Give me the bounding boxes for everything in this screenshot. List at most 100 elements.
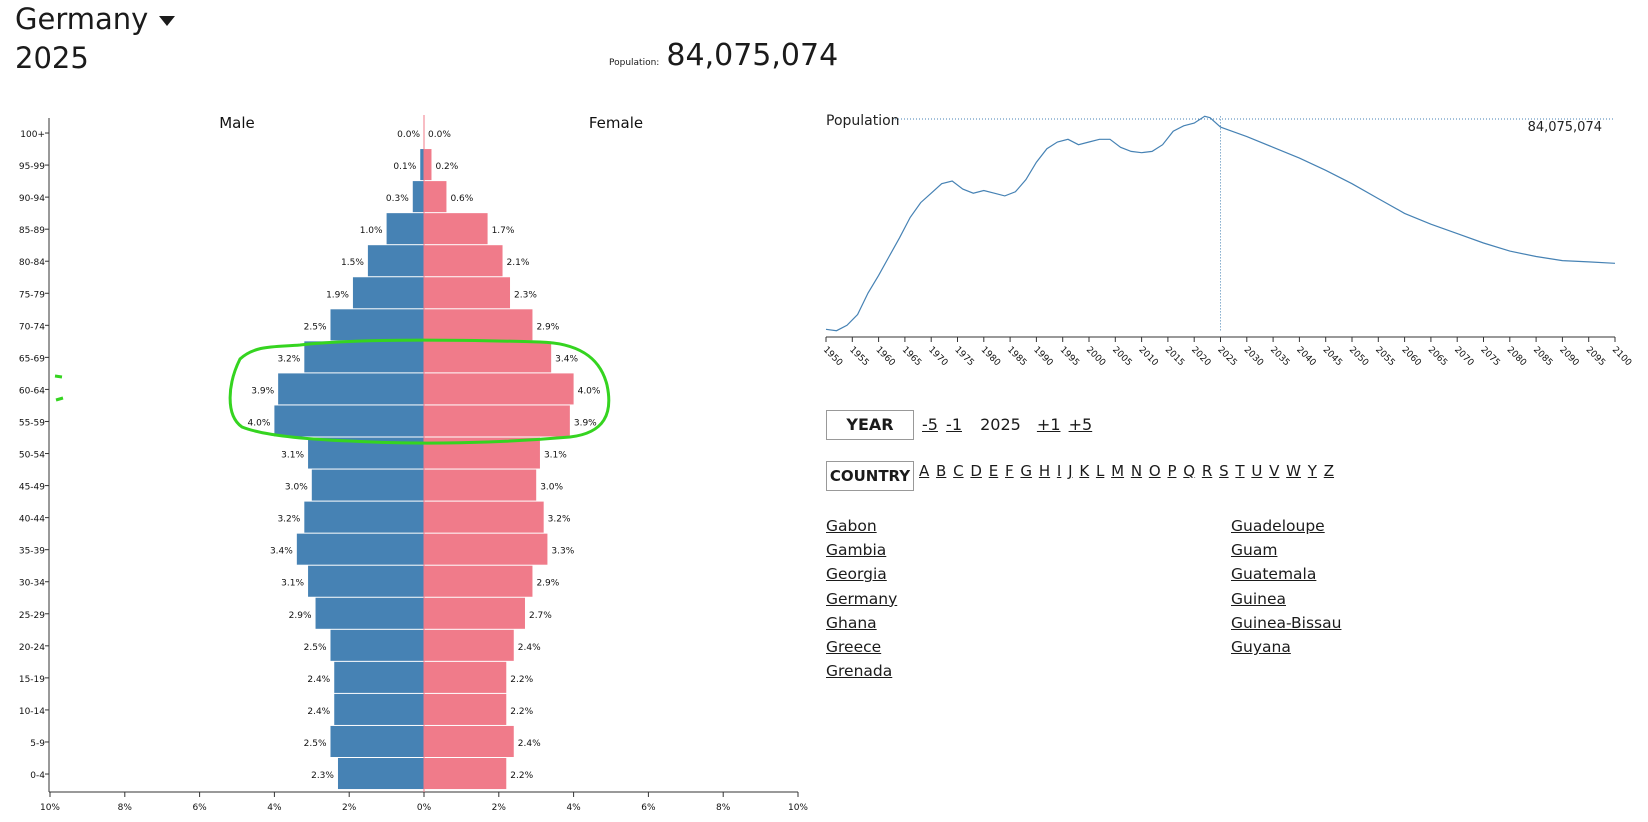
line-x-tick-label: 1965	[900, 345, 923, 368]
letter-link-b[interactable]: B	[936, 462, 947, 480]
female-bar[interactable]	[424, 277, 511, 309]
year-minus5-link[interactable]: -5	[922, 415, 938, 434]
female-bar[interactable]	[424, 469, 537, 501]
country-link[interactable]: Germany	[826, 589, 898, 608]
male-bar[interactable]	[330, 309, 425, 341]
country-link[interactable]: Gambia	[826, 541, 887, 560]
country-link[interactable]: Guinea	[1231, 589, 1286, 608]
letter-link-v[interactable]: V	[1269, 462, 1280, 480]
male-value-label: 2.5%	[304, 643, 327, 653]
age-group-label: 95-99	[19, 162, 45, 172]
population-line-chart: 1950 1955 1960 1965 1970 1975 1980 1985 1990 1995…	[821, 113, 1633, 369]
male-bar[interactable]	[386, 213, 424, 245]
letter-link-f[interactable]: F	[1005, 462, 1014, 480]
letter-link-j[interactable]: J	[1068, 462, 1073, 480]
female-bar[interactable]	[424, 693, 507, 725]
letter-link-o[interactable]: O	[1148, 462, 1161, 480]
letter-link-t[interactable]: T	[1235, 462, 1245, 480]
letter-link-e[interactable]: E	[988, 462, 999, 480]
country-link[interactable]: Ghana	[826, 613, 877, 632]
line-x-tick-label: 1980	[979, 345, 1002, 368]
female-bar[interactable]	[424, 725, 514, 757]
population-header: Population: 84,075,074	[609, 38, 838, 73]
female-bar[interactable]	[424, 213, 488, 245]
male-value-label: 3.2%	[277, 515, 300, 525]
letter-link-h[interactable]: H	[1038, 462, 1051, 480]
letter-link-m[interactable]: M	[1111, 462, 1125, 480]
age-group-label: 40-44	[19, 515, 45, 525]
male-value-label: 1.5%	[341, 258, 364, 268]
male-bar[interactable]	[352, 277, 424, 309]
female-bar[interactable]	[424, 149, 432, 181]
female-bar[interactable]	[424, 309, 533, 341]
letter-link-w[interactable]: W	[1286, 462, 1301, 480]
letter-link-u[interactable]: U	[1251, 462, 1263, 480]
male-bar[interactable]	[330, 629, 425, 661]
country-link[interactable]: Grenada	[826, 662, 893, 681]
female-bar[interactable]	[424, 597, 525, 629]
letter-link-z[interactable]: Z	[1323, 462, 1335, 480]
letter-link-n[interactable]: N	[1130, 462, 1143, 480]
letter-link-i[interactable]: I	[1056, 462, 1062, 480]
male-bar[interactable]	[334, 693, 424, 725]
female-bar[interactable]	[424, 341, 552, 373]
country-link[interactable]: Guyana	[1231, 638, 1291, 657]
letter-link-k[interactable]: K	[1079, 462, 1090, 480]
country-link[interactable]: Greece	[826, 638, 882, 657]
letter-link-y[interactable]: Y	[1307, 462, 1317, 480]
female-value-label: 2.4%	[518, 643, 541, 653]
female-bar[interactable]	[424, 533, 548, 565]
male-bar[interactable]	[304, 341, 424, 373]
year-plus1-link[interactable]: +1	[1036, 415, 1061, 434]
line-x-tick-label: 2065	[1426, 345, 1449, 368]
female-value-label: 3.0%	[540, 483, 563, 493]
female-bar[interactable]	[424, 629, 514, 661]
year-minus1-link[interactable]: -1	[946, 415, 962, 434]
female-bar[interactable]	[424, 661, 507, 693]
female-value-label: 3.9%	[574, 418, 597, 428]
country-link[interactable]: Guinea-Bissau	[1231, 613, 1342, 632]
line-x-tick-label: 2100	[1610, 345, 1633, 368]
male-bar[interactable]	[308, 565, 424, 597]
male-bar[interactable]	[274, 405, 424, 437]
dropdown-caret-icon[interactable]	[159, 16, 176, 26]
male-bar[interactable]	[278, 373, 424, 405]
country-selector[interactable]: Germany	[15, 0, 176, 38]
male-bar[interactable]	[334, 661, 424, 693]
letter-link-l[interactable]: L	[1095, 462, 1105, 480]
letter-link-q[interactable]: Q	[1183, 462, 1196, 480]
male-value-label: 1.9%	[326, 290, 349, 300]
female-bar[interactable]	[424, 565, 533, 597]
country-link[interactable]: Gabon	[826, 517, 877, 535]
line-x-tick-label: 2050	[1347, 345, 1370, 368]
letter-link-d[interactable]: D	[970, 462, 982, 480]
letter-link-c[interactable]: C	[953, 462, 964, 480]
male-bar[interactable]	[315, 597, 424, 629]
country-link[interactable]: Guadeloupe	[1231, 517, 1325, 535]
male-bar[interactable]	[337, 758, 424, 790]
country-link[interactable]: Guam	[1231, 541, 1278, 560]
country-link[interactable]: Guatemala	[1231, 565, 1317, 584]
male-bar[interactable]	[330, 725, 425, 757]
male-bar[interactable]	[412, 181, 424, 213]
country-link[interactable]: Georgia	[826, 565, 887, 584]
male-bar[interactable]	[311, 469, 424, 501]
letter-link-g[interactable]: G	[1020, 462, 1033, 480]
female-bar[interactable]	[424, 758, 507, 790]
female-bar[interactable]	[424, 245, 503, 277]
letter-link-r[interactable]: R	[1201, 462, 1213, 480]
letter-link-s[interactable]: S	[1219, 462, 1229, 480]
male-bar[interactable]	[367, 245, 424, 277]
letter-link-a[interactable]: A	[919, 462, 930, 480]
line-x-tick-label: 2005	[1110, 345, 1133, 368]
female-bar[interactable]	[424, 405, 570, 437]
line-x-tick-label: 2055	[1373, 345, 1396, 368]
female-bar[interactable]	[424, 373, 574, 405]
letter-link-p[interactable]: P	[1167, 462, 1177, 480]
male-bar[interactable]	[304, 501, 424, 533]
male-bar[interactable]	[296, 533, 424, 565]
female-bar[interactable]	[424, 501, 544, 533]
male-bar[interactable]	[420, 149, 424, 181]
year-plus5-link[interactable]: +5	[1068, 415, 1093, 434]
female-bar[interactable]	[424, 181, 447, 213]
